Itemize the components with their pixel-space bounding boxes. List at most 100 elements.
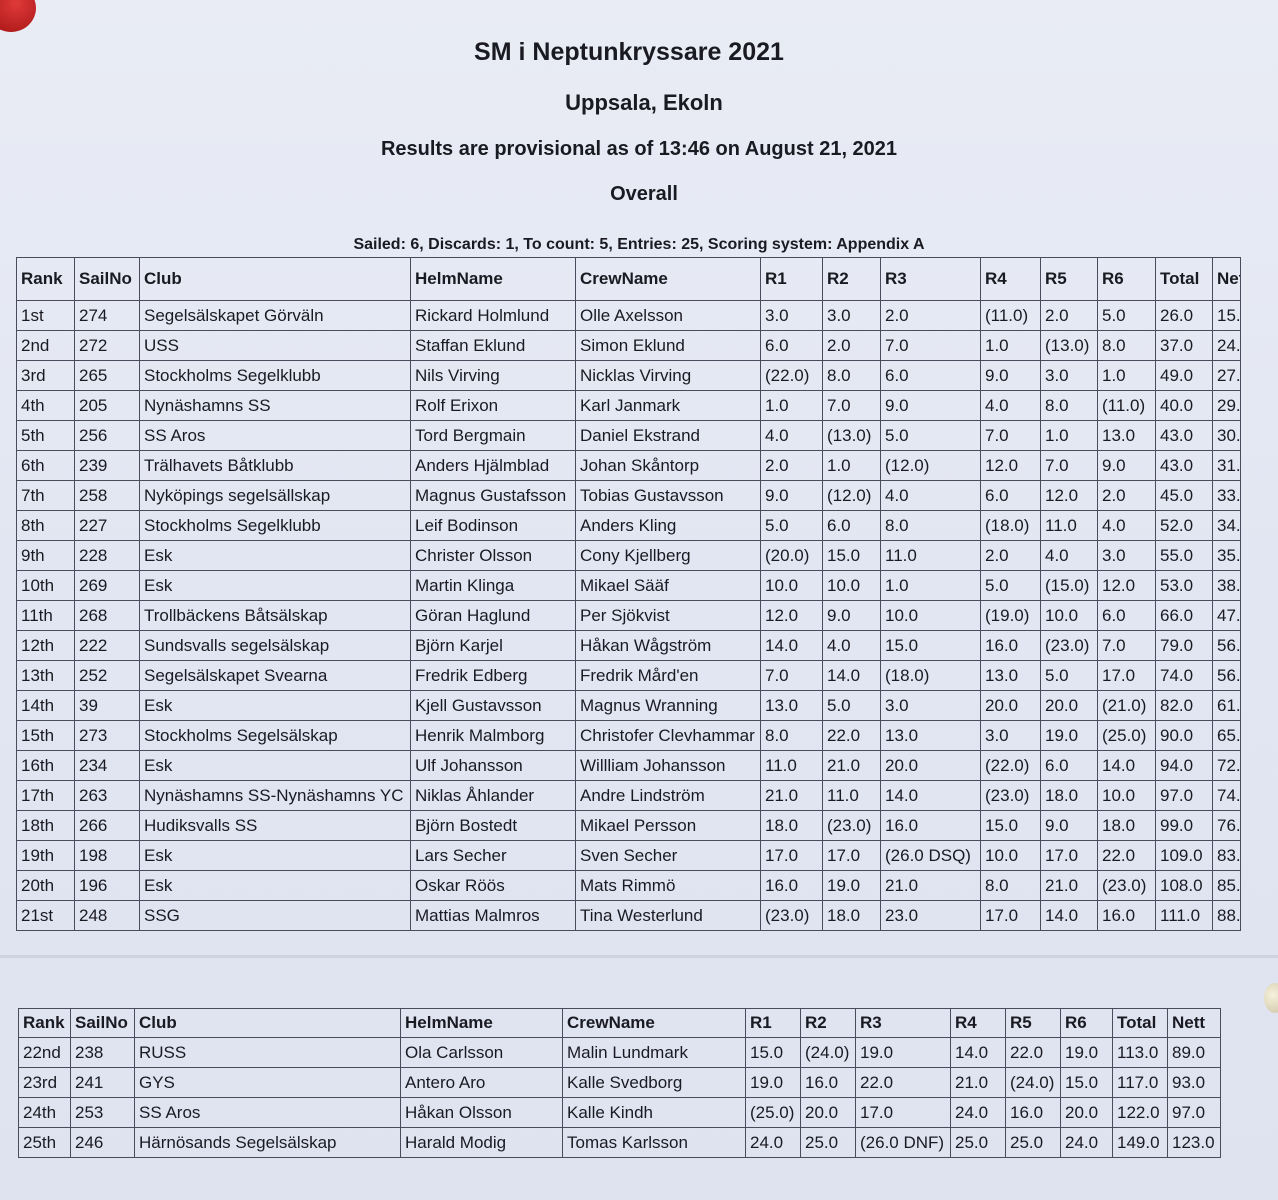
cell-r4: (23.0) (980, 780, 1041, 811)
cell-rank: 10th (16, 570, 75, 601)
cell-r2: (23.0) (822, 810, 881, 841)
cell-sailno: 234 (74, 750, 140, 781)
cell-r1: 21.0 (760, 780, 823, 811)
column-header-r3: R3 (880, 257, 981, 301)
cell-r3: 20.0 (880, 750, 981, 781)
cell-r4: 1.0 (980, 330, 1041, 361)
cell-nett: 35.0 (1212, 540, 1241, 571)
cell-r6: 2.0 (1097, 480, 1156, 511)
cell-helmname: Kjell Gustavsson (410, 690, 576, 721)
cell-r6: 3.0 (1097, 540, 1156, 571)
cell-club: Esk (139, 840, 411, 871)
cell-crewname: Håkan Wågström (575, 630, 761, 661)
cell-crewname: Nicklas Virving (575, 360, 761, 391)
cell-total: 74.0 (1155, 660, 1213, 691)
cell-sailno: 269 (74, 570, 140, 601)
table-row: 18th 266 Hudiksvalls SS Björn Bostedt Mikael… (16, 810, 1241, 841)
cell-nett: 93.0 (1167, 1067, 1221, 1098)
cell-r6: 6.0 (1097, 600, 1156, 631)
cell-r6: (21.0) (1097, 690, 1156, 721)
cell-sailno: 256 (74, 420, 140, 451)
cell-r6: 14.0 (1097, 750, 1156, 781)
cell-r2: 3.0 (822, 300, 881, 331)
cell-r2: 1.0 (822, 450, 881, 481)
cell-total: 111.0 (1155, 900, 1213, 931)
cell-club: SSG (139, 900, 411, 931)
cell-club: Trollbäckens Båtsälskap (139, 600, 411, 631)
cell-club: Nyköpings segelsällskap (139, 480, 411, 511)
cell-crewname: Cony Kjellberg (575, 540, 761, 571)
cell-sailno: 246 (70, 1127, 135, 1158)
cell-helmname: Göran Haglund (410, 600, 576, 631)
cell-r2: 17.0 (822, 840, 881, 871)
cell-crewname: Mikael Sääf (575, 570, 761, 601)
cell-r5: 19.0 (1040, 720, 1098, 751)
cell-r4: 25.0 (950, 1127, 1006, 1158)
cell-r1: 6.0 (760, 330, 823, 361)
cell-sailno: 263 (74, 780, 140, 811)
cell-club: SS Aros (139, 420, 411, 451)
cell-crewname: Anders Kling (575, 510, 761, 541)
cell-nett: 24.0 (1212, 330, 1241, 361)
cell-total: 53.0 (1155, 570, 1213, 601)
cell-total: 40.0 (1155, 390, 1213, 421)
cell-r3: 7.0 (880, 330, 981, 361)
cell-r1: 4.0 (760, 420, 823, 451)
cell-r5: 16.0 (1005, 1097, 1061, 1128)
cell-total: 109.0 (1155, 840, 1213, 871)
cell-r3: 1.0 (880, 570, 981, 601)
cell-r6: (11.0) (1097, 390, 1156, 421)
cell-r5: 11.0 (1040, 510, 1098, 541)
table-row: 8th 227 Stockholms Segelklubb Leif Bodinson… (16, 510, 1241, 541)
cell-nett: 97.0 (1167, 1097, 1221, 1128)
cell-r6: 9.0 (1097, 450, 1156, 481)
cell-r2: 25.0 (800, 1127, 856, 1158)
cell-rank: 20th (16, 870, 75, 901)
cell-rank: 23rd (18, 1067, 71, 1098)
cell-helmname: Lars Secher (410, 840, 576, 871)
cell-total: 90.0 (1155, 720, 1213, 751)
cell-r3: 13.0 (880, 720, 981, 751)
cell-rank: 7th (16, 480, 75, 511)
cell-r4: 13.0 (980, 660, 1041, 691)
cell-r5: 18.0 (1040, 780, 1098, 811)
cell-r1: (23.0) (760, 900, 823, 931)
column-header-club: Club (139, 257, 411, 301)
cell-sailno: 252 (74, 660, 140, 691)
cell-r1: 5.0 (760, 510, 823, 541)
cell-total: 26.0 (1155, 300, 1213, 331)
table-row: 9th 228 Esk Christer Olsson Cony Kjellberg (2… (16, 540, 1241, 571)
cell-r4: 20.0 (980, 690, 1041, 721)
cell-club: GYS (134, 1067, 401, 1098)
cell-r1: 8.0 (760, 720, 823, 751)
table-row: 16th 234 Esk Ulf Johansson Willliam Johansso… (16, 750, 1241, 781)
cell-r4: (11.0) (980, 300, 1041, 331)
cell-crewname: Malin Lundmark (562, 1037, 746, 1068)
cell-rank: 18th (16, 810, 75, 841)
cell-nett: 123.0 (1167, 1127, 1221, 1158)
cell-nett: 89.0 (1167, 1037, 1221, 1068)
cell-rank: 19th (16, 840, 75, 871)
table-row: 10th 269 Esk Martin Klinga Mikael Sääf 10.0 10… (16, 570, 1241, 601)
venue: Uppsala, Ekoln (565, 90, 723, 115)
cell-nett: 30.0 (1212, 420, 1241, 451)
cell-r2: 2.0 (822, 330, 881, 361)
cell-helmname: Antero Aro (400, 1067, 563, 1098)
cell-r2: 14.0 (822, 660, 881, 691)
cell-helmname: Rickard Holmlund (410, 300, 576, 331)
cell-r5: 20.0 (1040, 690, 1098, 721)
cell-r4: (18.0) (980, 510, 1041, 541)
cell-rank: 25th (18, 1127, 71, 1158)
cell-r6: 1.0 (1097, 360, 1156, 391)
cell-r6: 12.0 (1097, 570, 1156, 601)
cell-r4: 4.0 (980, 390, 1041, 421)
table-row: 13th 252 Segelsälskapet Svearna Fredrik Edb… (16, 660, 1241, 691)
cell-r5: 6.0 (1040, 750, 1098, 781)
cell-rank: 22nd (18, 1037, 71, 1068)
cell-r4: 6.0 (980, 480, 1041, 511)
cell-r3: 19.0 (855, 1037, 951, 1068)
provisional-status: Results are provisional as of 13:46 on A… (380, 138, 898, 160)
table-row: 7th 258 Nyköpings segelsällskap Magnus Gust… (16, 480, 1241, 511)
cell-r6: 13.0 (1097, 420, 1156, 451)
cell-nett: 29.0 (1212, 390, 1241, 421)
